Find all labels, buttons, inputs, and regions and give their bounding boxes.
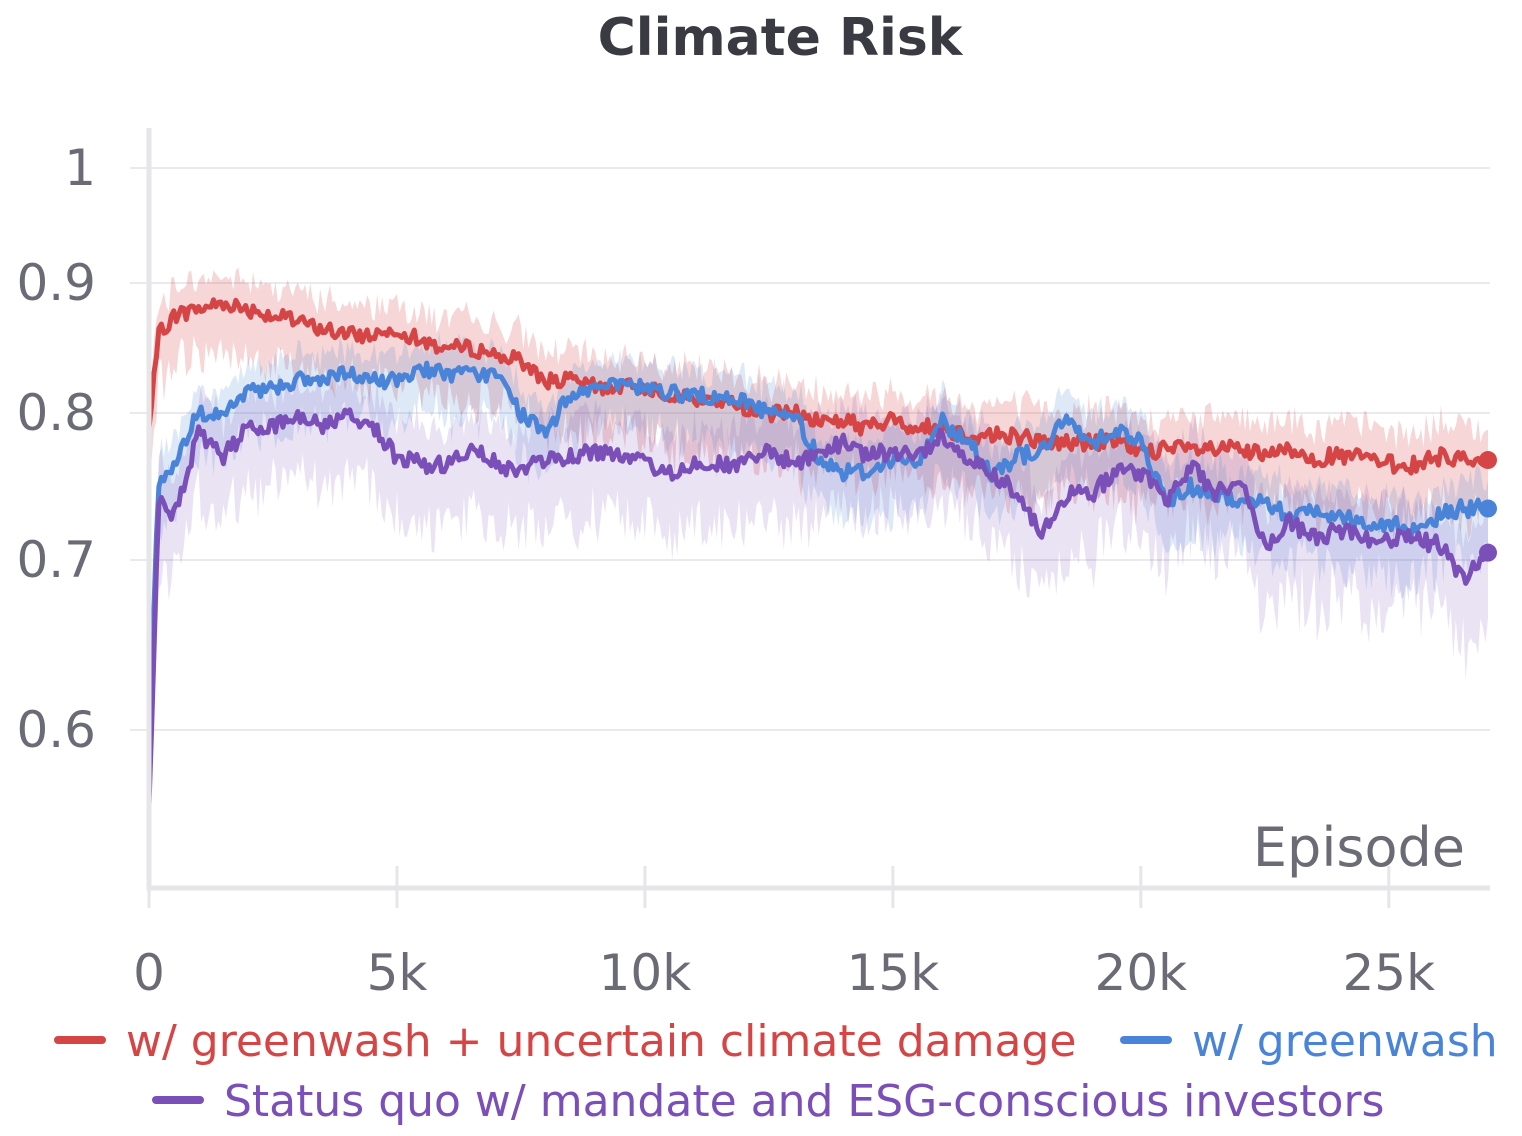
- x-tick-label: 0: [133, 944, 165, 1002]
- x-tick-label: 25k: [1343, 944, 1436, 1002]
- series-band: [149, 331, 1488, 767]
- series-band: [149, 371, 1488, 895]
- y-tick-label: 0.7: [16, 531, 96, 589]
- series-end-marker: [1478, 451, 1497, 470]
- y-tick-label: 0.6: [16, 701, 96, 759]
- x-tick-label: 20k: [1095, 944, 1188, 1002]
- x-tick-label: 10k: [599, 944, 692, 1002]
- series-lines: [146, 297, 1490, 806]
- y-tick-labels: 0.6 0.7 0.8 0.9 1: [16, 139, 96, 759]
- y-tick-label: 0.8: [16, 384, 96, 442]
- series-line: [146, 360, 1490, 731]
- y-tick-label: 0.9: [16, 254, 96, 312]
- chart-title: Climate Risk: [598, 8, 964, 68]
- legend: w/ greenwash + uncertain climate damage w…: [54, 1016, 1498, 1127]
- legend-label: w/ greenwash + uncertain climate damage: [126, 1016, 1076, 1067]
- variance-bands: [149, 267, 1488, 895]
- series-end-markers: [1478, 451, 1497, 562]
- legend-label: w/ greenwash: [1192, 1016, 1498, 1067]
- y-tick-label: 1: [64, 139, 96, 197]
- series-line: [146, 297, 1490, 476]
- x-tick-label: 5k: [367, 944, 428, 1002]
- series-end-marker: [1478, 543, 1497, 562]
- x-axis-label: Episode: [1253, 816, 1465, 879]
- x-tick-labels: 0 5k 10k 15k 20k 25k: [133, 944, 1435, 1002]
- series-line: [146, 407, 1490, 806]
- x-tick-label: 15k: [847, 944, 940, 1002]
- series-end-marker: [1478, 499, 1497, 518]
- legend-label: Status quo w/ mandate and ESG-conscious …: [224, 1076, 1384, 1127]
